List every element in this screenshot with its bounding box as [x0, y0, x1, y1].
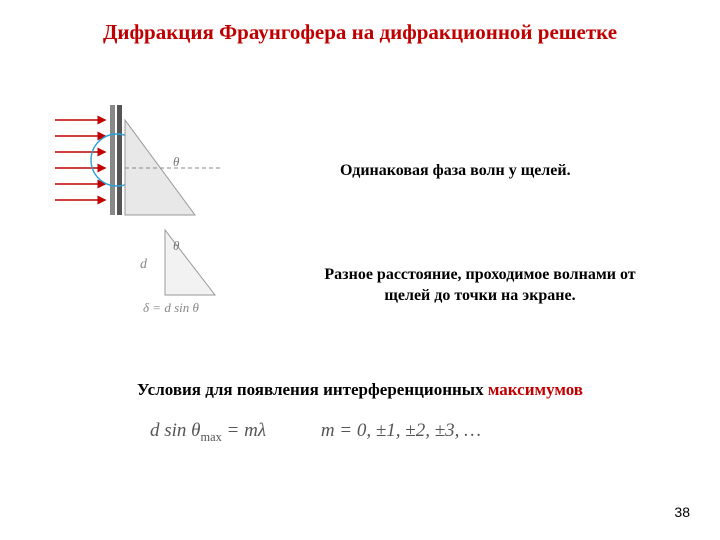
caption-equal-phase: Одинаковая фаза волн у щелей.	[340, 162, 571, 180]
formula-subscript: max	[201, 430, 222, 444]
incident-rays	[55, 120, 105, 200]
page-number: 38	[674, 504, 690, 520]
theta-label-lower: θ	[173, 238, 180, 253]
theta-label-upper: θ	[173, 154, 180, 169]
condition-prefix: Условия для появления интерференционных	[137, 380, 488, 399]
formula-rhs: = mλ	[222, 420, 266, 441]
condition-heading: Условия для появления интерференционных …	[0, 380, 720, 400]
diffraction-diagram: θ θ d δ = d sin θ	[55, 100, 275, 320]
maxima-formula: d sin θmax = mλ m = 0, ±1, ±2, ±3, …	[150, 420, 481, 445]
formula-m-values: m = 0, ±1, ±2, ±3, …	[321, 420, 481, 441]
slide-title: Дифракция Фраунгофера на дифракционной р…	[0, 20, 720, 45]
d-label: d	[140, 257, 148, 272]
caption-path-difference: Разное расстояние, проходимое волнами от…	[300, 265, 660, 307]
grating-bars	[110, 105, 122, 215]
condition-highlight: максимумов	[488, 380, 583, 399]
formula-lhs: d sin θ	[150, 420, 201, 441]
delta-formula-label: δ = d sin θ	[143, 300, 199, 315]
